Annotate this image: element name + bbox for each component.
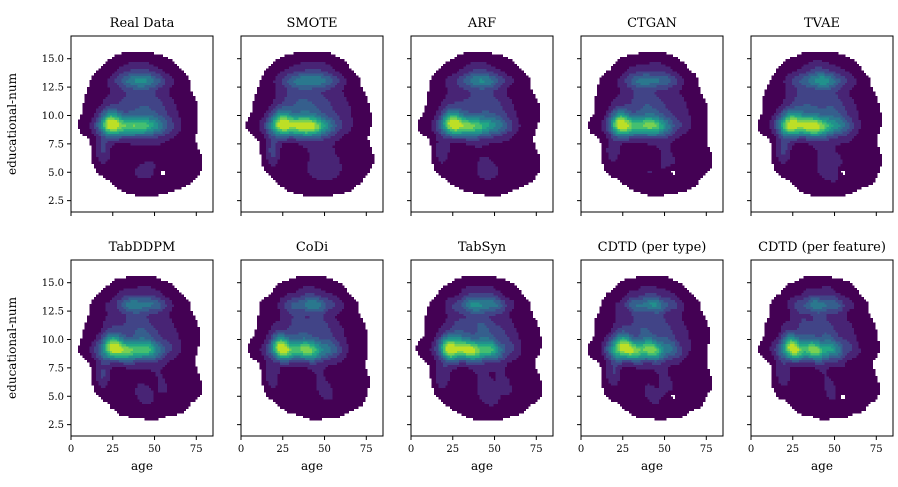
y-tick-label: 12.5 — [42, 83, 64, 94]
density-contours — [77, 276, 203, 421]
panel-title: CDTD (per feature) — [758, 240, 886, 255]
density-contours — [417, 52, 540, 197]
panel-title: TabDDPM — [109, 240, 176, 255]
x-tick-label: 50 — [148, 444, 161, 455]
x-tick-label: 25 — [106, 444, 119, 455]
x-tick-label: 0 — [238, 444, 244, 455]
x-tick-label: 50 — [488, 444, 501, 455]
x-axis-label: age — [811, 459, 833, 473]
x-tick-label: 0 — [578, 444, 584, 455]
x-tick-label: 75 — [870, 444, 883, 455]
axes-frame — [580, 35, 724, 213]
axes-frame — [750, 35, 894, 213]
y-tick-label: 2.5 — [48, 420, 64, 431]
y-tick-label: 10.0 — [42, 335, 64, 346]
panel-title: CoDi — [296, 240, 328, 255]
x-tick-label: 50 — [318, 444, 331, 455]
panel-title: CDTD (per type) — [598, 240, 707, 255]
x-tick-label: 75 — [700, 444, 713, 455]
x-tick-label: 0 — [408, 444, 414, 455]
x-tick-label: 25 — [446, 444, 459, 455]
density-contours — [77, 52, 203, 197]
x-tick-label: 25 — [276, 444, 289, 455]
panel-1: SMOTE — [237, 16, 384, 216]
x-tick-label: 0 — [68, 444, 74, 455]
y-tick-label: 5.0 — [48, 392, 64, 403]
x-axis-label: age — [301, 459, 323, 473]
panel-3: CTGAN — [577, 16, 724, 216]
panel-title: ARF — [467, 16, 496, 31]
panel-title: SMOTE — [286, 16, 337, 31]
panel-2: ARF — [407, 16, 554, 216]
y-tick-label: 2.5 — [48, 196, 64, 207]
density-contours — [587, 276, 713, 421]
y-tick-label: 5.0 — [48, 168, 64, 179]
panel-8: CDTD (per type) 0 25 50 75 age — [577, 240, 724, 473]
x-axis-label: age — [471, 459, 493, 473]
y-tick-label: 15.0 — [42, 278, 64, 289]
panel-0: Real Data 2.5 5.0 7.5 10.0 12.5 15.0 educationa… — [5, 16, 214, 216]
panel-title: Real Data — [110, 16, 175, 31]
panel-title: CTGAN — [627, 16, 677, 31]
axes-frame — [750, 259, 894, 437]
panel-7: TabSyn 0 25 50 75 age — [407, 240, 554, 473]
y-axis-label: educational-num — [5, 296, 19, 399]
x-tick-label: 75 — [360, 444, 373, 455]
density-contours — [757, 52, 883, 197]
x-tick-label: 0 — [748, 444, 754, 455]
axes-frame — [410, 35, 554, 213]
x-tick-label: 75 — [190, 444, 203, 455]
axes-frame — [70, 35, 214, 213]
density-contours — [247, 276, 370, 421]
density-contours — [245, 52, 375, 197]
axes-frame — [240, 35, 384, 213]
y-tick-label: 12.5 — [42, 307, 64, 318]
panel-4: TVAE — [747, 16, 894, 216]
panel-title: TVAE — [804, 16, 840, 31]
panel-6: CoDi 0 25 50 75 age — [237, 240, 384, 473]
y-tick-label: 15.0 — [42, 54, 64, 65]
axes-frame — [70, 259, 214, 437]
density-contours — [587, 52, 713, 197]
density-contours — [757, 276, 880, 421]
x-tick-label: 25 — [616, 444, 629, 455]
axes-frame — [240, 259, 384, 437]
density-contours — [415, 276, 543, 421]
y-tick-label: 10.0 — [42, 111, 64, 122]
y-axis-label: educational-num — [5, 72, 19, 175]
panel-title: TabSyn — [458, 240, 507, 255]
x-axis-label: age — [641, 459, 663, 473]
axes-frame — [580, 259, 724, 437]
x-tick-label: 50 — [828, 444, 841, 455]
y-tick-label: 7.5 — [48, 363, 64, 374]
y-tick-label: 7.5 — [48, 139, 64, 150]
panel-9: CDTD (per feature) 0 25 50 75 age — [747, 240, 894, 473]
x-tick-label: 75 — [530, 444, 543, 455]
panel-5: TabDDPM 0 25 50 75 2.5 5.0 7.5 10.0 12.5 15.0 age ed… — [5, 240, 214, 473]
axes-frame — [410, 259, 554, 437]
x-axis-label: age — [131, 459, 153, 473]
x-tick-label: 25 — [786, 444, 799, 455]
x-tick-label: 50 — [658, 444, 671, 455]
